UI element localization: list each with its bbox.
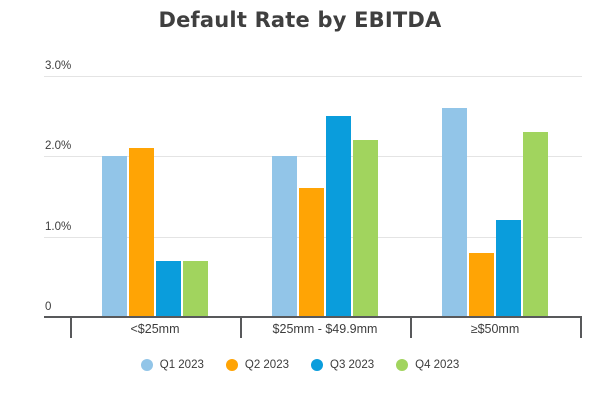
- bar-q1-2023-1: [102, 156, 127, 317]
- x-axis-tick: [580, 317, 582, 338]
- legend-label: Q2 2023: [244, 359, 289, 371]
- legend-item-q4-2023: Q4 2023: [396, 359, 459, 371]
- legend: Q1 2023 Q2 2023 Q3 2023 Q4 2023: [0, 359, 600, 371]
- x-axis-category-label: $25mm - $49.9mm: [272, 322, 378, 336]
- bar-q1-2023-3: [442, 108, 467, 317]
- bar-q1-2023-2: [272, 156, 297, 317]
- bar-q2-2023-3: [469, 253, 494, 317]
- y-axis-tick-label: 3.0%: [45, 60, 72, 72]
- bar-q2-2023-2: [299, 188, 324, 317]
- bar-q3-2023-1: [156, 261, 181, 317]
- legend-item-q1-2023: Q1 2023: [140, 359, 204, 371]
- legend-item-q2-2023: Q2 2023: [225, 359, 289, 371]
- legend-swatch-icon: [396, 359, 409, 371]
- legend-swatch-icon: [140, 359, 153, 371]
- bar-q4-2023-1: [183, 261, 208, 317]
- x-axis-tick: [410, 317, 412, 338]
- bar-q2-2023-1: [129, 148, 154, 317]
- y-axis-tick-label: 1.0%: [45, 221, 72, 233]
- bar-q4-2023-2: [353, 140, 378, 317]
- bar-q3-2023-2: [326, 116, 351, 317]
- bar-q3-2023-3: [496, 220, 521, 317]
- chart-title: Default Rate by EBITDA: [158, 8, 442, 32]
- x-axis-tick: [70, 317, 72, 338]
- legend-label: Q1 2023: [159, 359, 204, 371]
- gridline-2.0%: [44, 156, 582, 157]
- legend-swatch-icon: [225, 359, 238, 371]
- legend-item-q3-2023: Q3 2023: [311, 359, 374, 371]
- legend-swatch-icon: [311, 359, 323, 371]
- x-axis-line: [44, 316, 582, 318]
- y-axis-tick-label: 2.0%: [45, 140, 72, 152]
- x-axis-tick: [240, 317, 242, 338]
- legend-label: Q3 2023: [330, 359, 375, 371]
- legend-label: Q4 2023: [415, 359, 460, 371]
- x-axis-category-label: ≥$50mm: [470, 322, 520, 336]
- x-axis-category-label: <$25mm: [130, 322, 180, 336]
- y-axis-tick-label: 0: [45, 301, 52, 313]
- bar-q4-2023-3: [523, 132, 548, 317]
- gridline-3.0%: [44, 76, 582, 77]
